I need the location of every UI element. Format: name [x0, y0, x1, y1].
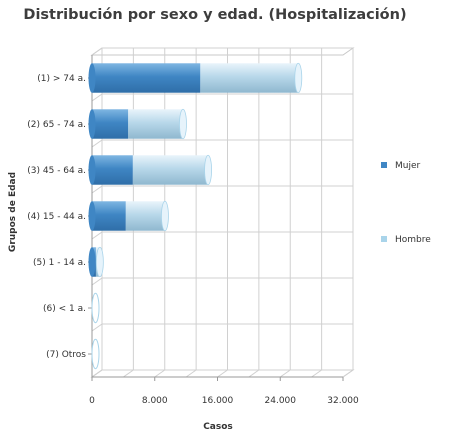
gridline-floor — [154, 369, 166, 378]
row-separator-depth — [91, 231, 103, 240]
bar-mujer-cap — [88, 155, 96, 185]
x-tick-label: 32.000 — [327, 396, 359, 406]
x-tick-label: 0 — [89, 396, 95, 406]
legend: Mujer Hombre — [381, 161, 431, 245]
plot-area: 0 8.000 16.000 24.000 32.000 (1) > 74 a. (2) 6… — [27, 47, 359, 406]
y-tick-label: (2) 65 - 74 a. — [27, 120, 86, 130]
bar-mujer-cap — [88, 63, 96, 93]
gridline-floor — [248, 369, 260, 378]
bar-hombre-cap — [179, 108, 187, 140]
bar-hombre — [132, 155, 209, 185]
y-tick-label: (1) > 74 a. — [37, 74, 86, 84]
bar-mujer — [92, 63, 201, 93]
legend-label-hombre: Hombre — [395, 235, 431, 245]
x-axis-title: Casos — [203, 422, 233, 432]
bar-mujer-cap — [88, 247, 96, 277]
bar-hombre-cap — [161, 200, 169, 232]
y-tick-label: (4) 15 - 44 a. — [27, 212, 86, 222]
x-tick-label: 16.000 — [202, 396, 234, 406]
y-tick-label: (6) < 1 a. — [43, 304, 86, 314]
bar-hombre-cap — [294, 62, 303, 94]
bar-mujer-cap — [88, 109, 96, 139]
y-tick-label: (7) Otros — [46, 350, 86, 360]
row-separator-depth — [91, 93, 103, 102]
y-axis-title: Grupos de Edad — [8, 172, 18, 252]
chart-title: Distribución por sexo y edad. (Hospitali… — [23, 7, 406, 23]
row-separator-depth — [91, 323, 103, 332]
gridline-floor — [123, 369, 134, 378]
row-separator-depth — [91, 369, 103, 378]
bar-hombre — [128, 109, 183, 139]
gridline-floor — [185, 369, 197, 378]
gridline-floor — [279, 369, 291, 378]
legend-label-mujer: Mujer — [395, 161, 421, 171]
gridline-floor — [311, 369, 322, 378]
bar-mujer — [92, 109, 129, 139]
x-tick-label: 8.000 — [142, 396, 168, 406]
row-separator-depth — [91, 277, 103, 286]
y-tick-label: (5) 1 - 14 a. — [33, 258, 86, 268]
gridline-floor — [217, 369, 228, 378]
x-tick-label: 24.000 — [265, 396, 297, 406]
row-separator-depth — [91, 139, 103, 148]
y-tick-label: (3) 45 - 64 a. — [27, 166, 86, 176]
bar-empty — [91, 338, 100, 370]
legend-swatch-hombre — [381, 236, 387, 242]
bar-mujer-cap — [88, 201, 96, 231]
bar-empty — [91, 292, 100, 324]
bar-hombre — [125, 201, 165, 231]
plot-top-face — [90, 47, 355, 56]
bar-hombre — [200, 63, 299, 93]
gridline-floor — [342, 369, 354, 378]
bar-hombre-cap — [204, 154, 212, 186]
row-separator-depth — [91, 185, 103, 194]
legend-swatch-mujer — [381, 162, 387, 168]
bar-mujer — [92, 201, 126, 231]
bar-hombre-cap — [95, 246, 104, 278]
row-separator-depth — [91, 47, 103, 56]
bar-mujer — [92, 155, 133, 185]
